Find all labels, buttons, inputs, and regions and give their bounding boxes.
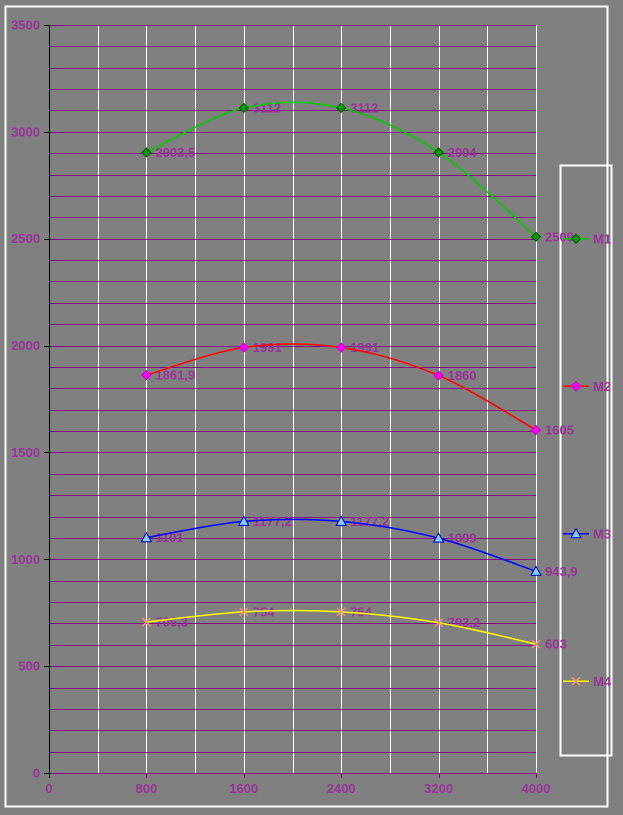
data-point-marker-x xyxy=(336,607,346,617)
legend-label-M1: M1 xyxy=(593,231,611,246)
chart-border xyxy=(4,5,609,808)
data-point-marker-triangle xyxy=(140,531,153,543)
y-tick-label: 1500 xyxy=(11,445,40,460)
y-tick-label: 0 xyxy=(33,766,40,781)
data-label-M1: 3112 xyxy=(350,100,378,115)
data-point-marker-diamond xyxy=(141,369,152,381)
data-label-M4: 706,3 xyxy=(155,615,188,630)
data-point-marker-diamond xyxy=(433,147,444,158)
data-point-marker-diamond xyxy=(530,424,542,436)
data-label-M3: 1101 xyxy=(155,530,183,545)
y-tick-label: 500 xyxy=(18,659,40,674)
data-label-M3: 1099 xyxy=(448,531,477,546)
data-label-M1: 2904 xyxy=(448,145,478,160)
data-label-M3: 943,9 xyxy=(545,564,578,579)
data-label-M2: 1991 xyxy=(253,340,282,355)
y-tick-label: 3000 xyxy=(11,124,40,139)
data-point-marker-x xyxy=(531,639,541,649)
legend-label-M3: M3 xyxy=(593,526,611,541)
data-point-marker-x xyxy=(141,617,151,627)
data-point-marker-diamond xyxy=(335,102,347,114)
data-point-marker-diamond xyxy=(433,370,444,381)
data-point-marker-triangle xyxy=(335,515,348,526)
data-label-M2: 1861,9 xyxy=(155,368,195,383)
data-point-marker-diamond xyxy=(335,342,347,353)
data-point-marker-diamond xyxy=(238,342,250,353)
data-point-marker-diamond xyxy=(570,233,582,244)
x-tick-label: 1600 xyxy=(229,781,258,796)
legend-label-M4: M4 xyxy=(593,674,612,689)
data-point-marker-x xyxy=(434,618,444,628)
data-point-marker-diamond xyxy=(570,381,582,392)
data-label-M1: 2509 xyxy=(545,229,574,244)
legend-label-M2: M2 xyxy=(593,379,611,394)
y-tick-label: 2000 xyxy=(11,338,40,353)
data-label-M2: 1860 xyxy=(448,368,477,383)
x-tick-label: 3200 xyxy=(424,781,453,796)
data-label-M4: 603 xyxy=(545,637,567,652)
y-tick-label: 3500 xyxy=(11,18,40,33)
data-label-M3: 1177,2 xyxy=(350,514,389,529)
data-label-M4: 754 xyxy=(350,604,372,619)
data-point-marker-diamond xyxy=(238,102,250,114)
data-point-marker-triangle xyxy=(237,515,250,526)
x-tick-label: 4000 xyxy=(522,781,551,796)
x-tick-label: 2400 xyxy=(327,781,356,796)
data-label-M2: 1605 xyxy=(545,422,574,437)
data-point-marker-x xyxy=(571,676,581,686)
x-tick-label: 800 xyxy=(136,781,158,796)
data-label-M2: 1991 xyxy=(350,340,379,355)
data-point-marker-triangle xyxy=(570,527,582,539)
data-point-marker-triangle xyxy=(530,565,542,576)
data-point-marker-x xyxy=(239,607,249,617)
data-point-marker-diamond xyxy=(141,147,152,158)
data-point-marker-diamond xyxy=(530,231,542,242)
data-label-M3: 1177,2 xyxy=(253,514,292,529)
y-tick-label: 1000 xyxy=(11,552,40,567)
x-tick-label: 0 xyxy=(45,781,52,796)
legend-box xyxy=(559,164,613,757)
data-label-M1: 2903,5 xyxy=(155,145,195,160)
data-point-marker-triangle xyxy=(432,532,445,543)
y-tick-label: 2500 xyxy=(11,231,40,246)
data-label-M4: 754 xyxy=(253,604,275,619)
